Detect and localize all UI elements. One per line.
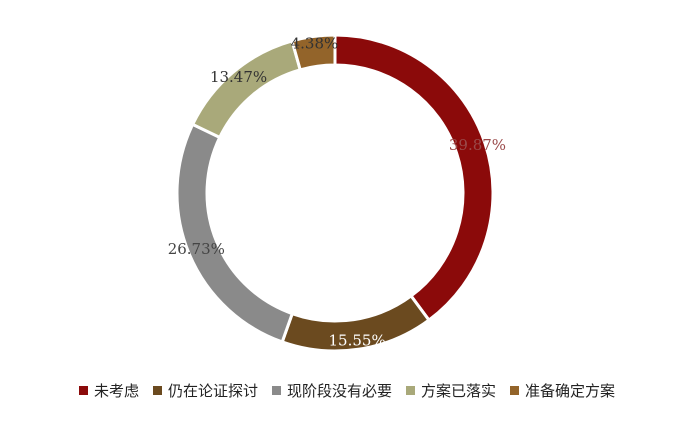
chart-legend: 未考虑 仍在论证探讨 现阶段没有必要 方案已落实 准备确定方案 [0, 380, 694, 401]
legend-swatch [406, 386, 415, 395]
legend-label: 未考虑 [93, 382, 139, 400]
slice-value-label: 13.47% [210, 68, 267, 86]
legend-label: 方案已落实 [421, 382, 497, 400]
legend-swatch [78, 386, 88, 395]
legend-item: 现阶段没有必要 [271, 380, 392, 401]
slice-value-label: 39.87% [449, 136, 506, 154]
legend-item: 仍在论证探讨 [152, 380, 258, 401]
legend-item: 准备确定方案 [510, 380, 615, 401]
legend-swatch [510, 386, 520, 395]
donut-slice [190, 39, 303, 140]
slice-value-label: 15.55% [329, 331, 386, 349]
legend-label: 仍在论证探讨 [167, 382, 258, 400]
legend-label: 现阶段没有必要 [286, 382, 392, 400]
legend-swatch [271, 386, 281, 395]
donut-slice [290, 33, 337, 72]
donut-slice [333, 33, 495, 323]
legend-item: 未考虑 [78, 380, 139, 401]
legend-item: 方案已落实 [406, 380, 496, 401]
donut-chart-canvas: 39.87% 15.55% 26.73% 13.47% 4.38% [168, 33, 506, 353]
donut-slice [175, 122, 295, 344]
slice-value-label: 26.73% [168, 240, 225, 258]
legend-swatch [152, 386, 162, 395]
legend-label: 准备确定方案 [525, 382, 616, 400]
slice-value-label: 4.38% [291, 34, 339, 52]
